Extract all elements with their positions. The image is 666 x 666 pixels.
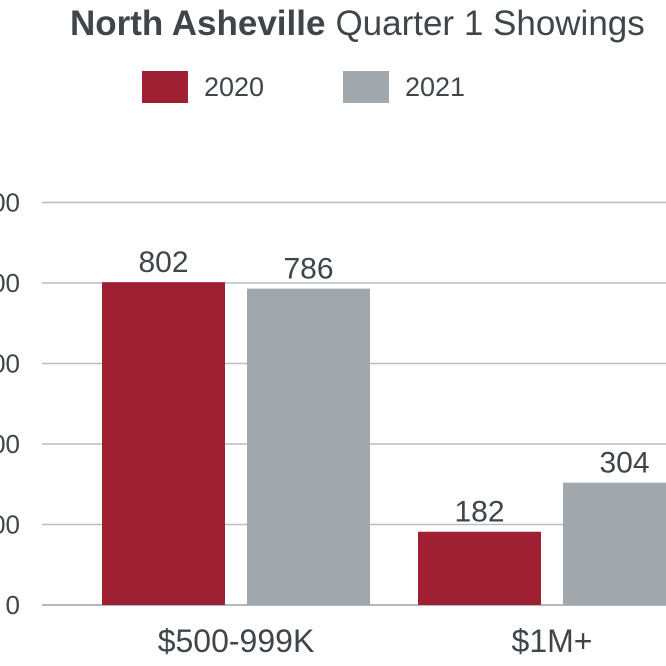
x-tick-label-1: $1M+ [512, 623, 593, 659]
bar-2020-1 [418, 531, 541, 605]
bar-2021-0 [247, 288, 370, 605]
x-tick-label-0: $500-999K [158, 623, 315, 659]
y-tick-label-200: 200 [0, 510, 20, 540]
chart-title: North Asheville Quarter 1 Showings [70, 2, 645, 46]
bar-2020-0 [102, 282, 225, 605]
bar-2021-1 [563, 482, 666, 605]
legend-label-2020: 2020 [204, 71, 265, 102]
chart-title-rest: Quarter 1 Showings [335, 4, 645, 43]
chart-title-bold: North Asheville [70, 4, 326, 43]
data-label-2020-1: 182 [454, 496, 504, 529]
data-label-2021-1: 304 [599, 447, 649, 480]
data-label-2021-0: 786 [283, 253, 333, 286]
legend-label-2021: 2021 [405, 71, 466, 102]
legend-swatch-2020 [142, 71, 188, 103]
y-tick-label-800: 800 [0, 268, 20, 298]
data-label-2020-0: 802 [138, 246, 188, 279]
y-tick-label-0: 0 [6, 590, 20, 620]
legend-item-2020: 2020 [142, 71, 264, 103]
legend-swatch-2021 [343, 71, 389, 103]
y-tick-label-400: 400 [0, 429, 20, 459]
y-tick-label-600: 600 [0, 349, 20, 379]
legend-item-2021: 2021 [343, 71, 465, 103]
